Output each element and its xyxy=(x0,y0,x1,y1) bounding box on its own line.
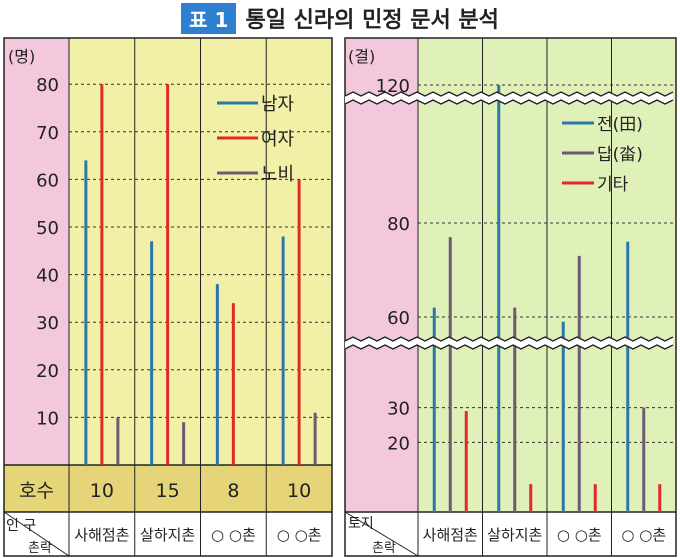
right-category-label: 사해점촌 xyxy=(423,526,478,544)
right-ytick-label: 80 xyxy=(387,214,410,235)
right-ylabel: (결) xyxy=(348,47,375,66)
right-ytick-label: 30 xyxy=(387,399,410,420)
left-corner-diagonal xyxy=(3,511,70,557)
left-legend-label: 노비 xyxy=(261,164,294,185)
households-row-bg xyxy=(4,465,332,512)
right-ytick-label: 60 xyxy=(387,308,410,329)
left-corner-top-label: 인 구 xyxy=(6,518,36,534)
right-ytick-label: 20 xyxy=(387,433,410,454)
left-category-label: ○ ○촌 xyxy=(211,526,256,544)
left-category-label: 살하지촌 xyxy=(140,526,195,544)
right-corner-top-label: 토지 xyxy=(348,516,374,532)
left-ytick-label: 10 xyxy=(36,408,59,429)
left-ylabel: (명) xyxy=(8,47,35,66)
households-value: 10 xyxy=(287,480,311,502)
left-category-label: 사해점촌 xyxy=(74,526,129,544)
left-chart-frame xyxy=(3,37,333,557)
right-category-label: 살하지촌 xyxy=(487,526,542,544)
right-chart-frame xyxy=(344,37,677,557)
left-category-label: ○ ○촌 xyxy=(277,526,322,544)
households-value: 8 xyxy=(227,480,239,502)
right-corner-diagonal xyxy=(344,511,419,557)
title-text: 통일 신라의 민정 문서 분석 xyxy=(245,8,499,33)
table-title: 표 1 통일 신라의 민정 문서 분석 xyxy=(0,2,680,34)
left-ytick-label: 80 xyxy=(36,75,59,96)
right-legend-label: 전(田) xyxy=(597,115,643,135)
right-label-row-bg xyxy=(345,512,676,556)
left-ytick-label: 70 xyxy=(36,123,59,144)
households-label: 호수 xyxy=(19,480,54,502)
left-legend-label: 여자 xyxy=(261,129,295,150)
right-category-label: ○ ○촌 xyxy=(621,526,666,544)
right-legend-label: 기타 xyxy=(597,175,629,195)
axis-break-upper-line-bottom xyxy=(344,99,674,105)
right-category-label: ○ ○촌 xyxy=(557,526,602,544)
left-yaxis-panel xyxy=(4,38,69,465)
left-ytick-label: 30 xyxy=(36,313,59,334)
left-ytick-label: 20 xyxy=(36,361,59,382)
right-corner-bottom-label: 촌락 xyxy=(372,541,396,556)
left-ytick-label: 40 xyxy=(36,266,59,287)
axis-break-lower-line-top xyxy=(344,336,674,342)
right-legend-label: 답(畓) xyxy=(597,145,643,165)
right-yaxis-panel xyxy=(345,38,418,512)
left-corner-bottom-label: 촌락 xyxy=(28,541,52,556)
left-ytick-label: 50 xyxy=(36,218,59,239)
households-value: 15 xyxy=(156,480,180,502)
axis-break-upper-line-top xyxy=(344,91,674,97)
axis-break-lower-line-bottom xyxy=(344,344,674,350)
left-ytick-label: 60 xyxy=(36,170,59,191)
table-number-badge: 표 1 xyxy=(181,2,237,34)
households-value: 10 xyxy=(90,480,114,502)
left-legend-label: 남자 xyxy=(261,94,295,115)
